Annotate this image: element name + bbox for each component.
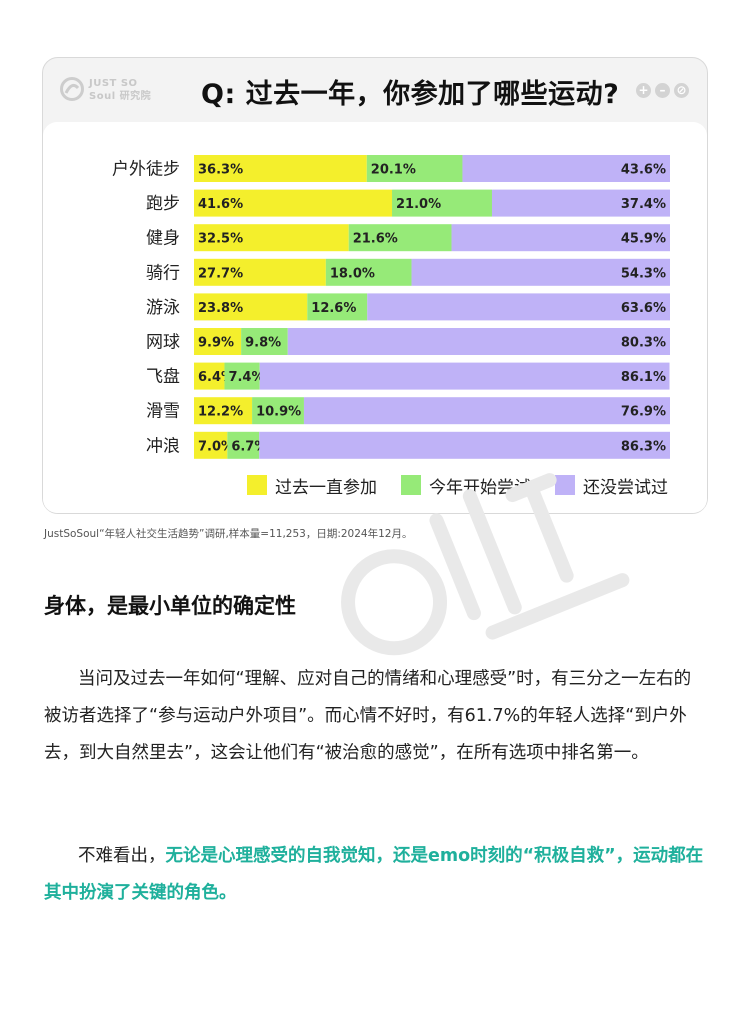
add-icon[interactable]: + xyxy=(636,83,651,98)
data-label: 80.3% xyxy=(621,336,666,351)
survey-question: Q: 过去一年，你参加了哪些运动? xyxy=(201,79,620,110)
bar-segment xyxy=(287,328,670,355)
bar-segment xyxy=(241,328,288,355)
bar-segment xyxy=(194,224,349,252)
bar-segment xyxy=(194,293,308,321)
data-label: 23.8% xyxy=(198,301,243,316)
bar-segment xyxy=(367,293,670,321)
category-label: 骑行 xyxy=(146,263,180,283)
data-label: 12.2% xyxy=(198,405,243,420)
legend-label: 还没尝试过 xyxy=(583,477,668,498)
category-label: 户外徒步 xyxy=(112,160,180,180)
chart-area: 户外徒步 36.3% 20.1% 43.6% 跑步 41.6% 21.0% 37.4% 健身 32… xyxy=(43,122,707,513)
legend-item: 还没尝试过 xyxy=(555,470,668,500)
data-label: 20.1% xyxy=(371,163,416,178)
legend-label: 过去一直参加 xyxy=(275,477,377,498)
bar-segment xyxy=(194,397,253,425)
bar-segment xyxy=(259,362,670,390)
legend-item: 过去一直参加 xyxy=(247,470,377,500)
bar-segment xyxy=(307,293,368,321)
bar-segment xyxy=(224,362,260,390)
survey-card: JUST SO Soul 研究院 Q: 过去一年，你参加了哪些运动? + – ⊘ 户… xyxy=(42,57,708,514)
bar-segment xyxy=(462,155,670,182)
bar-segment xyxy=(252,397,304,425)
bar-segment xyxy=(194,431,228,459)
bar-segment xyxy=(194,155,367,182)
data-label: 9.8% xyxy=(245,336,281,351)
data-label: 27.7% xyxy=(198,266,243,281)
data-label: 9.9% xyxy=(198,336,234,351)
source-note: JustSoSoul“年轻人社交生活趋势”调研,样本量=11,253，日期:20… xyxy=(44,528,413,540)
chart-legend: 过去一直参加 今年开始尝试 还没尝试过 xyxy=(43,470,707,500)
data-label: 12.6% xyxy=(311,301,356,316)
paragraph-2-highlight: 无论是心理感受的自我觉知，还是emo时刻的“积极自救”，运动都在其中扮演了关键的… xyxy=(44,846,704,903)
stacked-bar-chart: 户外徒步 36.3% 20.1% 43.6% 跑步 41.6% 21.0% 37.4% 健身 32… xyxy=(112,155,670,459)
logo-text: JUST SO Soul 研究院 xyxy=(89,78,152,102)
category-label: 网球 xyxy=(146,333,180,353)
bar-segment xyxy=(227,431,260,459)
bar-segment xyxy=(348,224,452,252)
bar-segment xyxy=(194,328,242,355)
data-label: 36.3% xyxy=(198,163,243,178)
data-label: 37.4% xyxy=(621,197,666,212)
data-label: 21.6% xyxy=(353,232,398,247)
category-label: 游泳 xyxy=(146,298,180,318)
data-label: 21.0% xyxy=(396,197,441,212)
section-title: 身体，是最小单位的确定性 xyxy=(44,594,296,618)
legend-swatch xyxy=(247,475,267,495)
data-label: 54.3% xyxy=(621,266,666,281)
bar-segment xyxy=(194,189,393,217)
bar-segment xyxy=(366,155,463,182)
data-label: 45.9% xyxy=(621,232,666,247)
data-label: 18.0% xyxy=(330,266,375,281)
data-label: 86.3% xyxy=(621,439,666,454)
legend-item: 今年开始尝试 xyxy=(401,470,531,500)
body-paragraph-1: 当问及过去一年如何“理解、应对自己的情绪和心理感受”时，有三分之一左右的被访者选… xyxy=(44,669,692,763)
body-paragraph-2: 不难看出，无论是心理感受的自我觉知，还是emo时刻的“积极自救”，运动都在其中扮… xyxy=(44,838,708,912)
bar-segment xyxy=(451,224,670,252)
data-label: 10.9% xyxy=(256,405,301,420)
data-label: 43.6% xyxy=(621,163,666,178)
bar-segment xyxy=(325,258,412,286)
bar-segment xyxy=(392,189,492,217)
window-controls: + – ⊘ xyxy=(632,79,689,98)
bar-segment xyxy=(259,431,670,459)
data-label: 6.7% xyxy=(231,439,267,454)
data-label: 7.4% xyxy=(228,370,264,385)
minus-icon[interactable]: – xyxy=(655,83,670,98)
category-label: 冲浪 xyxy=(146,436,180,456)
bar-segment xyxy=(491,189,670,217)
card-header: JUST SO Soul 研究院 Q: 过去一年，你参加了哪些运动? + – ⊘ xyxy=(43,58,707,122)
justsosoul-logo: JUST SO Soul 研究院 xyxy=(59,74,169,108)
legend-swatch xyxy=(401,475,421,495)
paragraph-2-lead: 不难看出， xyxy=(78,846,166,866)
logo-mark-icon xyxy=(60,77,84,101)
category-label: 跑步 xyxy=(146,194,180,214)
bar-segment xyxy=(194,362,225,390)
bar-segment xyxy=(411,258,670,286)
bar-segment xyxy=(303,397,670,425)
legend-label: 今年开始尝试 xyxy=(429,477,531,498)
category-label: 健身 xyxy=(146,229,180,249)
data-label: 7.0% xyxy=(198,439,234,454)
data-label: 41.6% xyxy=(198,197,243,212)
data-label: 76.9% xyxy=(621,405,666,420)
data-label: 86.1% xyxy=(621,370,666,385)
category-label: 飞盘 xyxy=(146,367,180,387)
data-label: 32.5% xyxy=(198,232,243,247)
legend-swatch xyxy=(555,475,575,495)
bar-segment xyxy=(194,258,326,286)
category-label: 滑雪 xyxy=(146,402,180,422)
block-icon[interactable]: ⊘ xyxy=(674,83,689,98)
data-label: 63.6% xyxy=(621,301,666,316)
